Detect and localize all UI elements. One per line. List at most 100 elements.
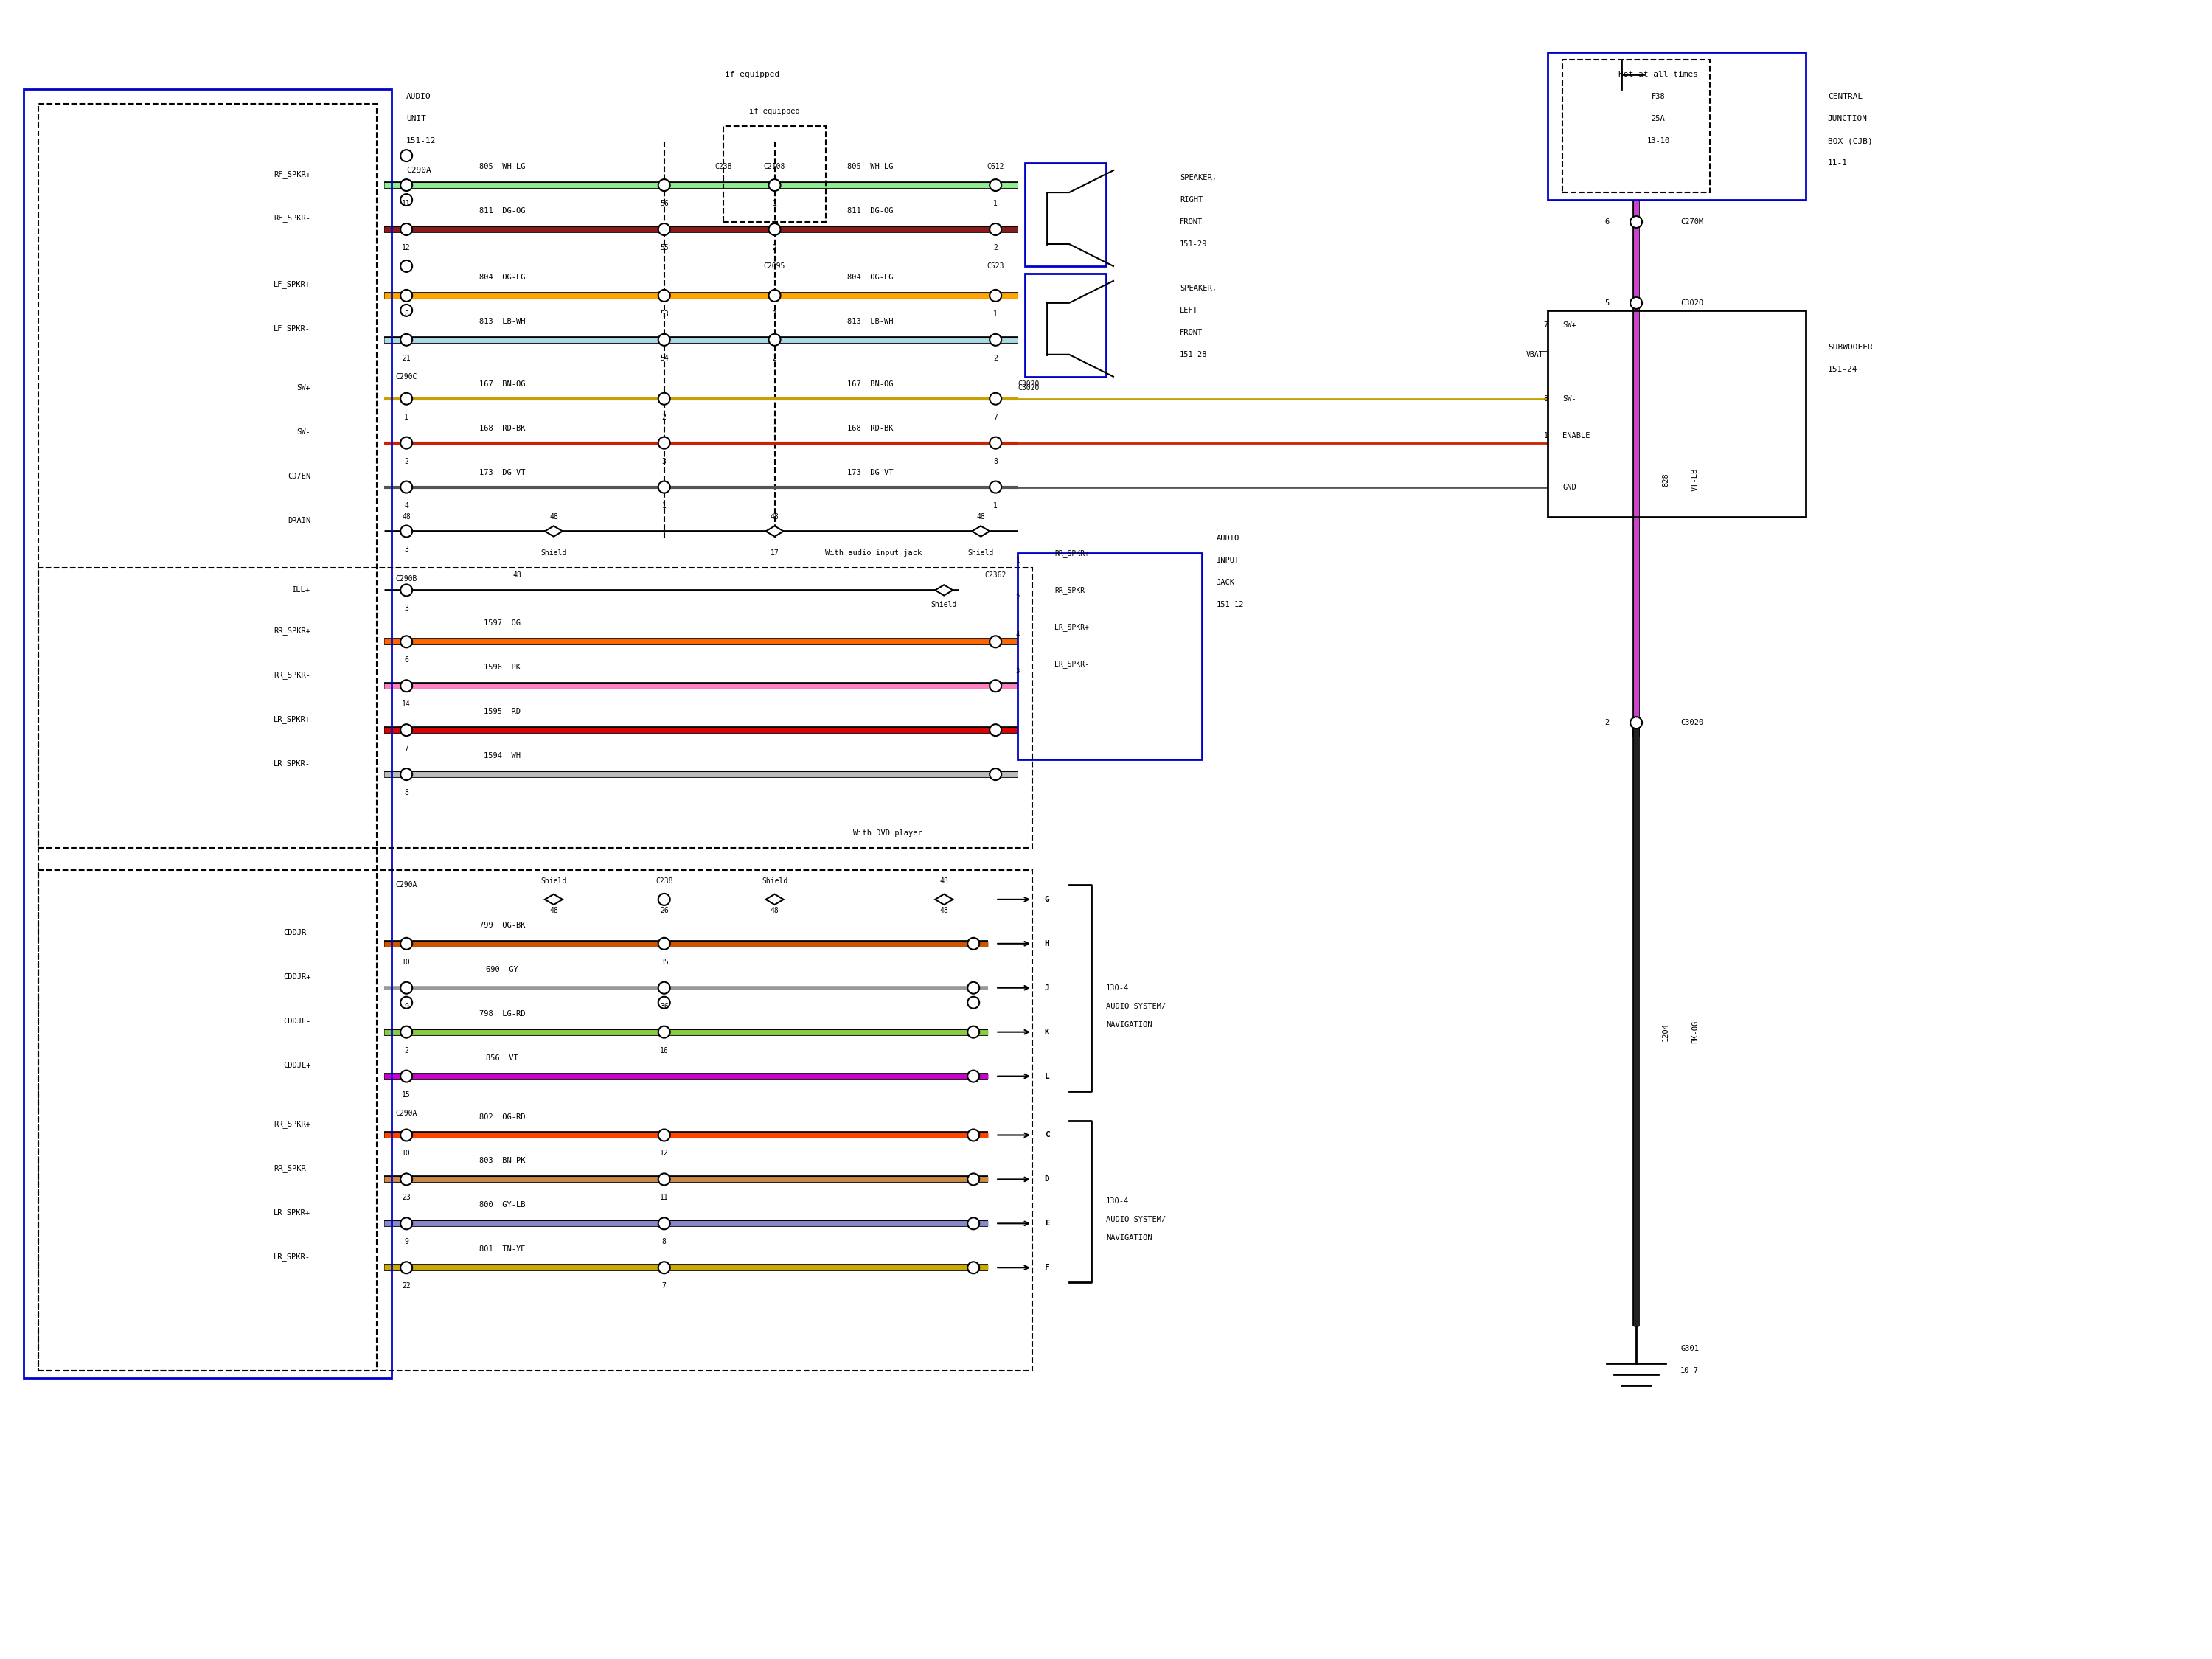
Bar — [1548, 310, 1805, 516]
Text: 690  GY: 690 GY — [487, 966, 518, 974]
Text: 10-7: 10-7 — [1681, 1367, 1699, 1374]
Circle shape — [770, 290, 781, 302]
Text: Hot at all times: Hot at all times — [1619, 71, 1699, 78]
Circle shape — [400, 290, 411, 302]
Text: 8: 8 — [993, 458, 998, 465]
Text: 801  TN-YE: 801 TN-YE — [480, 1246, 524, 1253]
Text: C: C — [1044, 1131, 1048, 1138]
Text: CDDJR-: CDDJR- — [283, 929, 310, 936]
Text: RF_SPKR+: RF_SPKR+ — [274, 171, 310, 178]
Text: 13-10: 13-10 — [1646, 138, 1670, 144]
Text: 1597  OG: 1597 OG — [484, 619, 520, 627]
Text: LR_SPKR+: LR_SPKR+ — [274, 1208, 310, 1216]
Text: 48: 48 — [940, 878, 949, 884]
Text: 7: 7 — [1544, 322, 1548, 328]
Circle shape — [989, 481, 1002, 493]
Circle shape — [400, 149, 411, 161]
Text: 23: 23 — [403, 1194, 411, 1201]
Text: F38: F38 — [1652, 93, 1666, 101]
Circle shape — [400, 1027, 411, 1039]
Text: 11: 11 — [403, 199, 411, 207]
Circle shape — [967, 982, 980, 994]
Text: CDDJR+: CDDJR+ — [283, 974, 310, 980]
Text: 2: 2 — [1015, 594, 1020, 601]
Circle shape — [989, 436, 1002, 450]
Circle shape — [659, 1262, 670, 1274]
Text: C2108: C2108 — [763, 163, 785, 171]
Text: 6: 6 — [1604, 219, 1608, 226]
Text: 173  DG-VT: 173 DG-VT — [480, 468, 524, 476]
Text: 2: 2 — [993, 244, 998, 252]
Text: 1595  RD: 1595 RD — [484, 708, 520, 715]
Text: 802  OG-RD: 802 OG-RD — [480, 1113, 524, 1120]
Text: 2: 2 — [993, 355, 998, 362]
Circle shape — [659, 1173, 670, 1185]
Text: J: J — [1044, 984, 1048, 992]
Text: ENABLE: ENABLE — [1562, 431, 1590, 440]
Text: VT-LB: VT-LB — [1692, 468, 1699, 491]
Text: 167  BN-OG: 167 BN-OG — [847, 380, 894, 388]
Text: 828: 828 — [1661, 473, 1670, 486]
Text: 15: 15 — [403, 1092, 411, 1098]
Polygon shape — [936, 894, 953, 904]
Text: 7: 7 — [993, 413, 998, 421]
Text: C2362: C2362 — [984, 572, 1006, 579]
Text: SW+: SW+ — [296, 383, 310, 392]
Polygon shape — [544, 894, 562, 904]
Circle shape — [967, 1027, 980, 1039]
Circle shape — [659, 982, 670, 994]
Circle shape — [400, 224, 411, 236]
Text: 3: 3 — [405, 606, 409, 612]
Circle shape — [989, 224, 1002, 236]
Text: 36: 36 — [659, 1002, 668, 1010]
Text: C238: C238 — [655, 878, 672, 884]
Circle shape — [659, 290, 670, 302]
Text: CDDJL-: CDDJL- — [283, 1017, 310, 1025]
Text: LR_SPKR+: LR_SPKR+ — [1055, 624, 1088, 630]
Text: RF_SPKR-: RF_SPKR- — [274, 214, 310, 222]
Text: 7: 7 — [661, 1282, 666, 1289]
Circle shape — [1630, 717, 1641, 728]
Text: NAVIGATION: NAVIGATION — [1106, 1234, 1152, 1243]
Text: 48: 48 — [940, 907, 949, 914]
Text: 4: 4 — [405, 501, 409, 509]
Text: NAVIGATION: NAVIGATION — [1106, 1020, 1152, 1029]
Text: 3: 3 — [405, 546, 409, 554]
Text: 1: 1 — [661, 501, 666, 509]
Text: C3020: C3020 — [1681, 299, 1703, 307]
Text: 26: 26 — [659, 907, 668, 914]
Bar — [1018, 554, 1201, 760]
Text: 55: 55 — [659, 244, 668, 252]
Text: 21: 21 — [403, 355, 411, 362]
Text: 804  OG-LG: 804 OG-LG — [847, 274, 894, 280]
Text: LR_SPKR+: LR_SPKR+ — [274, 715, 310, 723]
Text: AUDIO SYSTEM/: AUDIO SYSTEM/ — [1106, 1002, 1166, 1010]
Text: 811  DG-OG: 811 DG-OG — [480, 207, 524, 214]
Text: 168  RD-BK: 168 RD-BK — [480, 425, 524, 431]
Text: CDDJL+: CDDJL+ — [283, 1062, 310, 1068]
Circle shape — [400, 194, 411, 206]
Text: DRAIN: DRAIN — [288, 516, 310, 524]
Text: E: E — [1044, 1219, 1048, 1228]
Text: 2: 2 — [405, 458, 409, 465]
Circle shape — [400, 179, 411, 191]
Circle shape — [967, 997, 980, 1009]
Text: 11: 11 — [659, 1194, 668, 1201]
Polygon shape — [971, 526, 989, 536]
Text: CD/EN: CD/EN — [288, 473, 310, 479]
Text: 2: 2 — [1604, 718, 1608, 727]
Circle shape — [400, 305, 411, 317]
Text: ILL+: ILL+ — [292, 587, 310, 594]
Circle shape — [989, 179, 1002, 191]
Text: 11-1: 11-1 — [1827, 159, 1847, 166]
Text: 800  GY-LB: 800 GY-LB — [480, 1201, 524, 1209]
Text: 130-4: 130-4 — [1106, 984, 1128, 992]
Text: 1: 1 — [1544, 431, 1548, 440]
Text: RR_SPKR-: RR_SPKR- — [274, 1165, 310, 1173]
Text: 130-4: 130-4 — [1106, 1198, 1128, 1204]
Text: Shield: Shield — [761, 878, 787, 884]
Text: G301: G301 — [1681, 1345, 1699, 1352]
Polygon shape — [765, 526, 783, 536]
Text: 799  OG-BK: 799 OG-BK — [480, 921, 524, 929]
Text: JUNCTION: JUNCTION — [1827, 114, 1867, 123]
